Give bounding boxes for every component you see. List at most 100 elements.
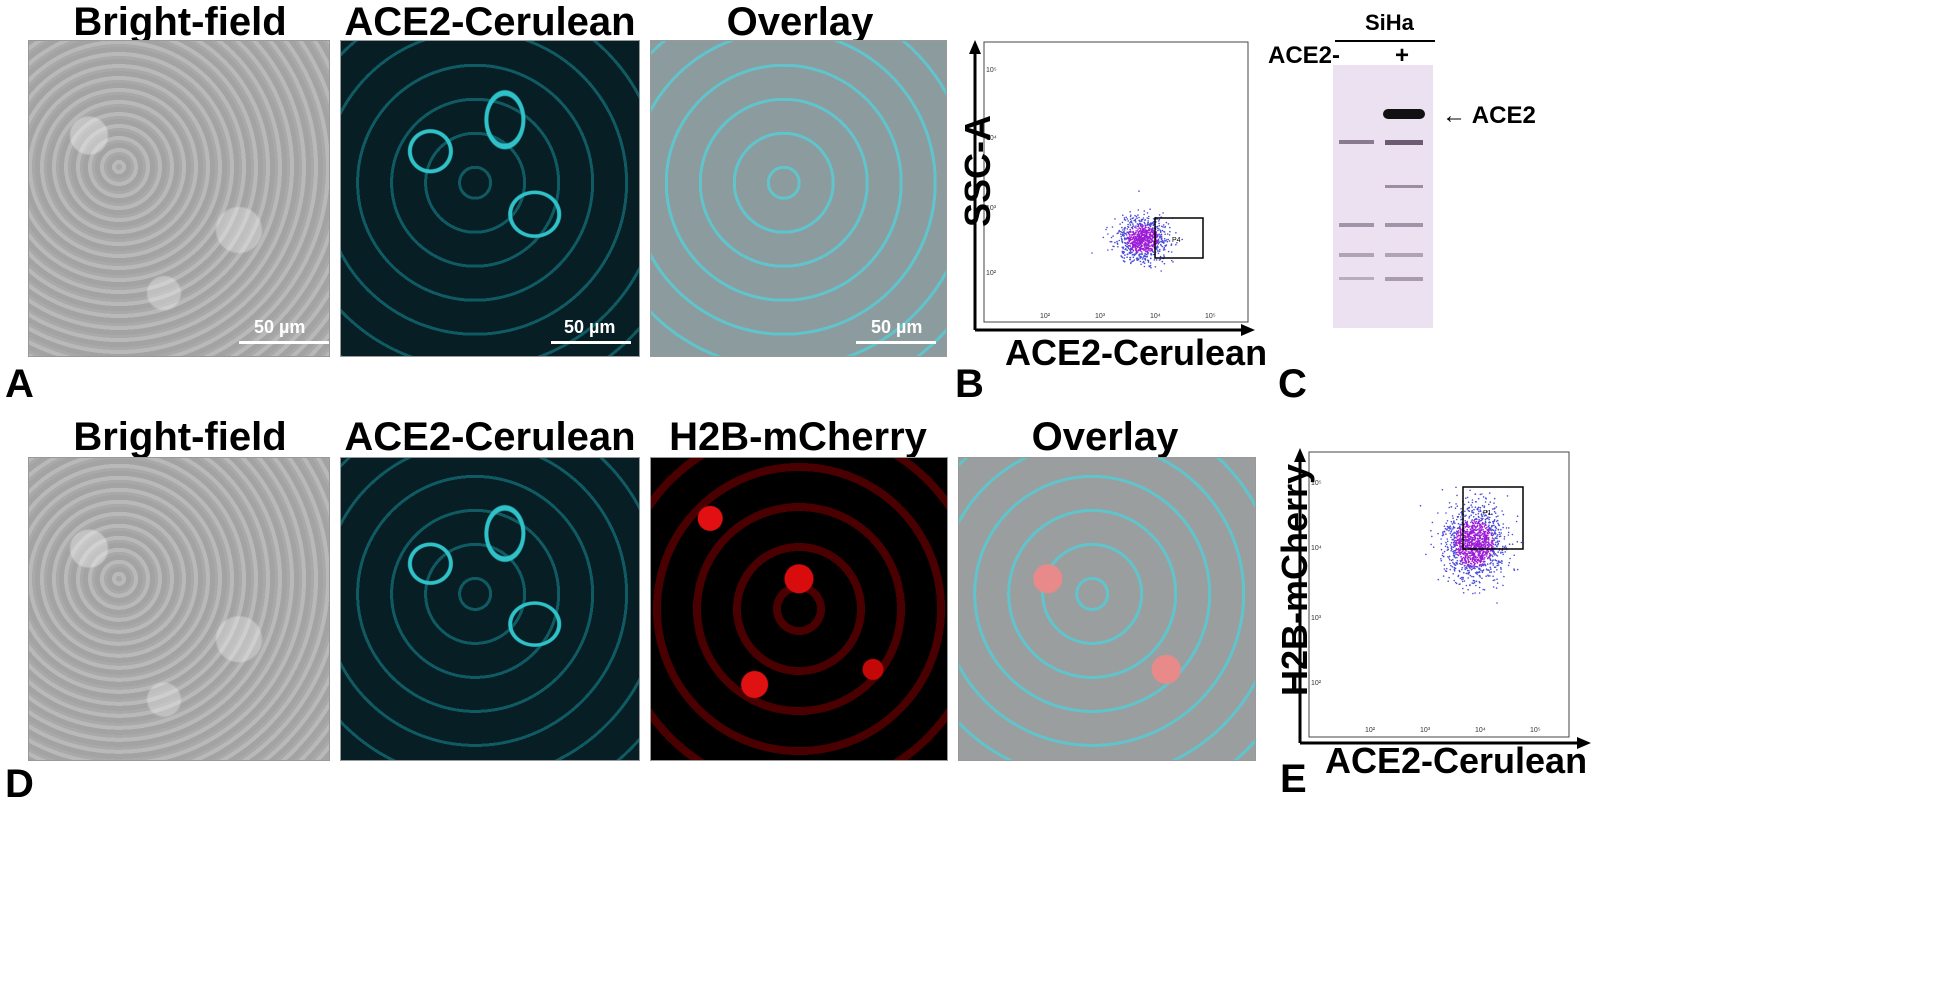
scatter-point bbox=[1158, 236, 1161, 238]
scatter-point bbox=[1483, 515, 1486, 517]
scatter-point bbox=[1136, 251, 1138, 253]
scatter-point bbox=[1455, 553, 1457, 556]
scatter-point bbox=[1139, 256, 1142, 259]
scatter-point bbox=[1161, 229, 1164, 232]
scatter-point bbox=[1129, 224, 1132, 226]
scatter-point bbox=[1144, 235, 1146, 237]
scatter-point bbox=[1488, 512, 1490, 515]
scatter-points-b bbox=[1091, 190, 1183, 272]
scatter-point bbox=[1145, 236, 1148, 239]
scatter-point bbox=[1496, 541, 1499, 543]
scatter-point bbox=[1450, 550, 1452, 552]
scatter-point bbox=[1489, 501, 1492, 503]
scatter-point bbox=[1491, 560, 1494, 562]
scatter-point bbox=[1477, 555, 1480, 557]
scatter-point bbox=[1468, 573, 1470, 575]
scatter-point bbox=[1141, 225, 1143, 228]
scatter-point bbox=[1442, 534, 1445, 536]
scatter-point bbox=[1495, 554, 1498, 556]
scatter-point bbox=[1443, 568, 1446, 570]
scatter-point bbox=[1493, 571, 1495, 573]
scatter-point bbox=[1469, 574, 1472, 577]
scatter-point bbox=[1474, 567, 1476, 570]
scatter-point bbox=[1469, 489, 1471, 492]
scatter-point bbox=[1476, 534, 1478, 536]
scatter-point bbox=[1129, 228, 1131, 231]
image-cerulean-d bbox=[340, 457, 640, 761]
scatter-point bbox=[1460, 551, 1463, 554]
scatter-point bbox=[1458, 551, 1460, 553]
scatter-point bbox=[1503, 538, 1506, 540]
scatter-point bbox=[1140, 220, 1143, 222]
scatter-point bbox=[1491, 555, 1494, 558]
scatter-point bbox=[1144, 246, 1147, 248]
y-tick: 10³ bbox=[1311, 615, 1322, 622]
scatter-point bbox=[1446, 538, 1448, 540]
scatter-point bbox=[1496, 582, 1499, 584]
scatter-point bbox=[1500, 532, 1503, 534]
scatter-point bbox=[1125, 238, 1128, 240]
scatter-point bbox=[1465, 562, 1467, 565]
scatter-point bbox=[1487, 525, 1490, 528]
scatter-point bbox=[1461, 580, 1464, 583]
scatter-point bbox=[1446, 529, 1448, 531]
scatter-point bbox=[1465, 566, 1468, 568]
scatter-point bbox=[1479, 542, 1482, 545]
scatter-point bbox=[1159, 255, 1162, 258]
scatter-point bbox=[1463, 523, 1466, 526]
scatter-point bbox=[1125, 246, 1128, 248]
scatter-point bbox=[1488, 524, 1490, 527]
scatter-point bbox=[1147, 237, 1149, 240]
scatter-point bbox=[1497, 534, 1499, 536]
scatter-point bbox=[1163, 255, 1165, 258]
scale-bar-label: 50 µm bbox=[871, 317, 923, 337]
x-axis-label-b: ACE2-Cerulean bbox=[1005, 332, 1268, 373]
scatter-point bbox=[1120, 255, 1123, 258]
scatter-point bbox=[1447, 546, 1449, 549]
scatter-point bbox=[1453, 570, 1456, 572]
scatter-point bbox=[1470, 565, 1473, 567]
scatter-point bbox=[1437, 512, 1439, 514]
scatter-point bbox=[1483, 525, 1486, 528]
scatter-point bbox=[1456, 505, 1459, 507]
scatter-point bbox=[1144, 243, 1146, 246]
scatter-point bbox=[1482, 569, 1484, 572]
scatter-point bbox=[1488, 503, 1490, 506]
scatter-point bbox=[1140, 247, 1142, 250]
blot-band bbox=[1385, 223, 1423, 227]
scatter-point bbox=[1462, 552, 1465, 554]
scatter-point bbox=[1140, 239, 1142, 241]
scatter-point bbox=[1495, 541, 1497, 544]
scatter-point bbox=[1157, 229, 1159, 232]
scatter-point bbox=[1496, 569, 1498, 571]
image-cerulean-a: 50 µm bbox=[340, 40, 640, 357]
scatter-point bbox=[1135, 221, 1137, 223]
scatter-point bbox=[1437, 532, 1439, 535]
scatter-point bbox=[1483, 563, 1486, 565]
scatter-point bbox=[1160, 233, 1163, 236]
scatter-point bbox=[1139, 246, 1142, 248]
scatter-point bbox=[1485, 534, 1488, 537]
scatter-point bbox=[1134, 239, 1136, 242]
scatter-point bbox=[1163, 262, 1166, 265]
scatter-point bbox=[1490, 561, 1492, 564]
y-axis-arrow bbox=[1294, 448, 1306, 462]
scatter-point bbox=[1136, 233, 1138, 236]
scatter-point bbox=[1120, 237, 1123, 240]
scatter-point bbox=[1472, 536, 1474, 539]
scatter-point bbox=[1469, 551, 1471, 554]
scatter-point bbox=[1479, 576, 1481, 578]
scatter-point bbox=[1475, 584, 1477, 587]
scatter-point bbox=[1125, 234, 1128, 236]
scatter-point bbox=[1459, 553, 1462, 555]
scatter-point bbox=[1129, 238, 1131, 241]
scatter-point bbox=[1465, 555, 1467, 557]
scatter-point bbox=[1459, 544, 1461, 546]
scatter-point bbox=[1121, 240, 1123, 242]
scatter-point bbox=[1482, 564, 1484, 567]
scatter-point bbox=[1440, 538, 1442, 540]
scatter-point bbox=[1141, 227, 1143, 229]
scatter-point bbox=[1474, 562, 1476, 565]
scatter-point bbox=[1516, 540, 1519, 543]
scatter-point bbox=[1493, 497, 1496, 500]
